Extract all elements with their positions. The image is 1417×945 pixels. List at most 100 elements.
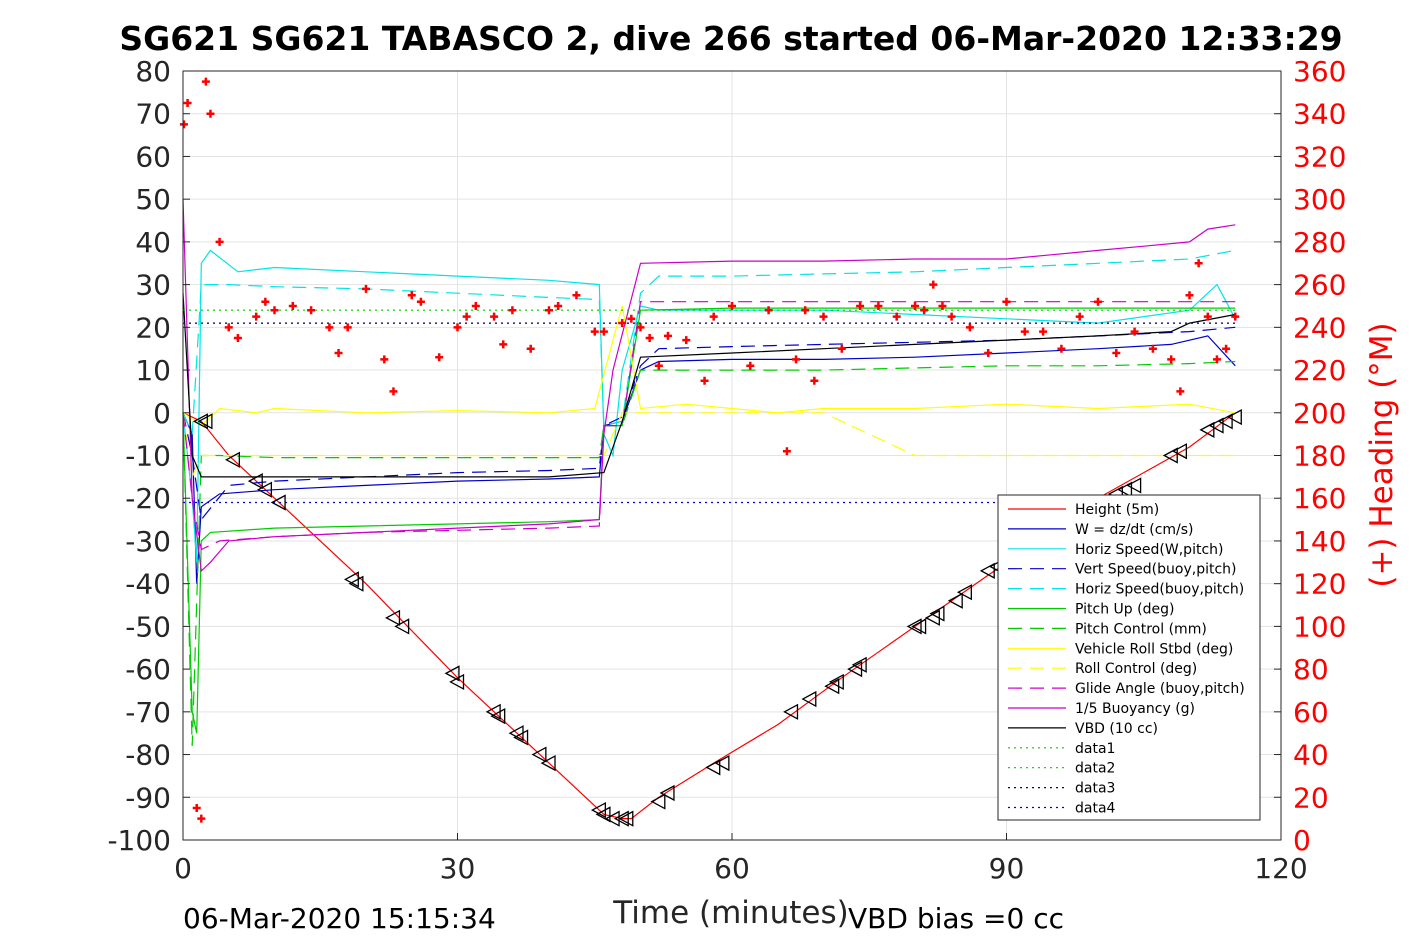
heading-point [307,306,316,315]
left-tick-label: 30 [135,269,171,302]
heading-point [1203,312,1212,321]
heading-point [938,301,947,310]
heading-point [1094,297,1102,306]
left-tick-label: -50 [125,610,171,643]
right-ticks: 3603403203002802602402202001801601401201… [1274,55,1346,857]
depth-marker [1171,443,1187,460]
heading-point [1167,355,1176,364]
left-tick-label: 60 [135,140,171,173]
depth-marker [828,673,844,691]
depth-marker [947,592,963,609]
heading-point [911,301,919,310]
heading-point [1002,297,1011,306]
right-tick-label: 280 [1293,226,1346,259]
heading-point [654,361,663,370]
depth-marker [1217,413,1233,430]
legend-label: Horiz Speed(buoy,pitch) [1075,582,1244,598]
left-tick-label: 40 [135,226,171,259]
heading-point [682,336,691,345]
right-tick-label: 360 [1293,55,1346,88]
heading-point [252,312,261,321]
heading-point [206,109,215,118]
heading-point [1194,259,1203,268]
depth-marker [705,759,721,776]
left-tick-label: -70 [125,696,171,729]
heading-point [618,319,627,328]
heading-point [407,291,416,300]
heading-point [1075,312,1084,321]
depth-marker [531,746,547,763]
heading-point [545,306,553,315]
right-tick-label: 160 [1293,482,1346,515]
right-axis-label: (+) Heading (°M) [1364,322,1400,587]
depth-marker [595,806,611,823]
heading-point [1222,344,1231,353]
legend-label: Vert Speed(buoy,pitch) [1075,562,1237,578]
footer-vbd-bias: VBD bias =0 cc [848,902,1064,935]
heading-point [874,301,883,310]
heading-point [984,348,993,357]
legend-label: Glide Angle (buoy,pitch) [1075,681,1245,697]
series-group [182,199,1236,820]
heading-point [362,284,370,293]
depth-marker [1226,408,1242,426]
heading-point [590,327,599,336]
left-tick-label: 0 [153,397,171,430]
right-tick-label: 20 [1293,781,1329,814]
heading-point [947,312,956,321]
left-tick-label: 50 [135,183,171,216]
left-tick-label: 70 [135,98,171,131]
left-tick-label: 10 [135,354,171,387]
depth-marker [1117,481,1133,498]
depth-marker [851,656,867,673]
heading-point [837,344,846,353]
right-tick-label: 260 [1293,269,1346,302]
depth-marker [540,755,556,772]
heading-point [389,387,398,396]
left-tick-label: -60 [125,653,171,686]
depth-marker [979,562,995,579]
depth-marker [1126,477,1142,494]
heading-point [1112,348,1121,357]
depth-marker [1162,447,1178,464]
depth-marker [911,618,927,635]
right-tick-label: 0 [1293,824,1311,857]
depth-marker [618,810,634,827]
x-tick-label: 90 [989,852,1025,885]
series-line-roll_ctl [182,412,1236,480]
left-tick-label: -30 [125,525,171,558]
heading-point [1020,327,1029,336]
right-tick-label: 140 [1293,525,1346,558]
heading-point [1039,327,1048,336]
marker-series [192,408,1242,827]
right-tick-label: 100 [1293,610,1346,643]
heading-point [801,306,810,315]
depth-marker [906,618,922,635]
depth-marker [650,793,666,810]
left-tick-label: -40 [125,568,171,601]
heading-point [325,323,334,332]
heading-point [416,297,425,306]
x-tick-label: 0 [174,852,192,885]
legend-label: Height (5m) [1075,502,1159,518]
heading-point [636,323,645,332]
heading-point [499,340,508,349]
heading-point [471,301,480,310]
x-tick-label: 60 [714,852,750,885]
heading-point [572,291,581,300]
heading-point [554,301,563,310]
heading-point [197,814,206,823]
right-tick-label: 240 [1293,311,1346,344]
heading-point [201,77,210,86]
legend: Height (5m) W = dz/dt (cm/s) Horiz Speed(W… [997,494,1261,821]
heading-point [453,323,462,332]
right-tick-label: 320 [1293,140,1346,173]
depth-marker [224,451,240,468]
series-line-vbd [182,293,1236,478]
legend-label: Pitch Up (deg) [1075,602,1174,618]
depth-marker [490,708,506,725]
footer-timestamp: 06-Mar-2020 15:15:34 [183,902,496,935]
depth-marker [444,665,460,682]
heading-point [1057,344,1066,353]
series-line-horiz_w [182,249,1236,563]
